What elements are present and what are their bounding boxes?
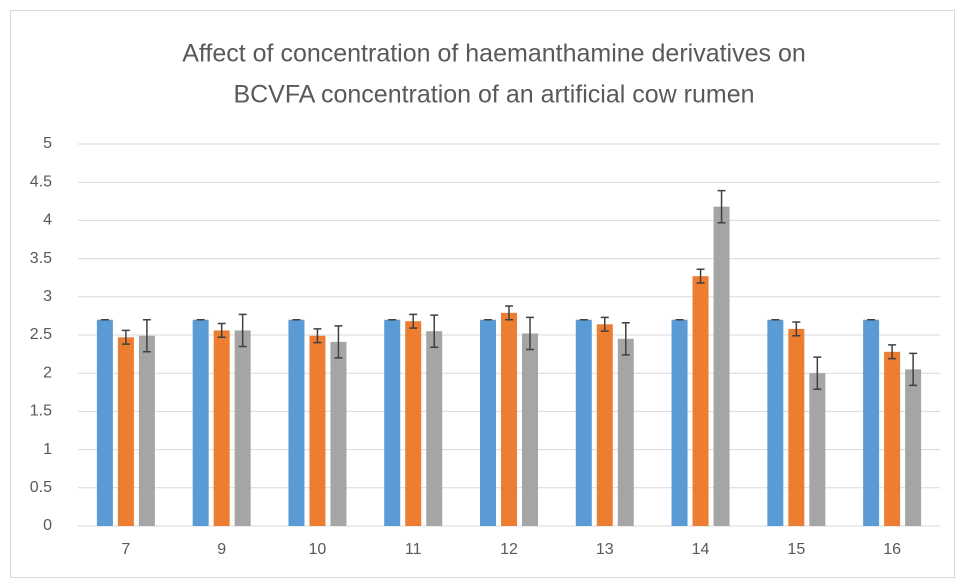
bar	[522, 333, 538, 526]
y-tick-label: 0	[43, 517, 52, 534]
y-tick-label: 2	[43, 364, 52, 381]
bar	[426, 331, 443, 526]
x-tick-label: 9	[217, 541, 226, 558]
bar	[692, 276, 709, 526]
bar	[809, 373, 826, 526]
bar	[863, 319, 880, 526]
bar	[384, 319, 401, 526]
bar	[905, 369, 922, 526]
error-bar	[526, 316, 534, 351]
error-bar	[334, 325, 343, 359]
bar	[234, 330, 251, 526]
bar	[713, 206, 730, 526]
y-tick-label: 4	[43, 212, 52, 229]
bar	[213, 330, 230, 526]
x-tick-label: 12	[500, 541, 518, 558]
bar	[309, 335, 326, 526]
bar	[96, 319, 113, 526]
error-bar	[621, 322, 630, 356]
x-tick-label: 13	[596, 541, 614, 558]
error-bar	[600, 316, 609, 332]
bar	[575, 319, 592, 526]
error-bar	[505, 305, 513, 321]
bar	[671, 319, 688, 526]
x-tick-label: 14	[692, 541, 710, 558]
y-tick-label: 0.5	[30, 479, 52, 496]
error-bar	[717, 189, 726, 224]
y-tick-label: 4.5	[30, 173, 52, 190]
error-bar	[313, 328, 322, 344]
bar	[138, 335, 155, 526]
bar	[480, 319, 496, 526]
bar	[767, 319, 784, 526]
x-tick-label: 15	[787, 541, 805, 558]
chart-title: Affect of concentration of haemanthamine…	[182, 40, 806, 68]
error-bar	[909, 352, 918, 387]
error-bar	[238, 313, 247, 348]
error-bar	[888, 344, 897, 360]
chart-title: BCVFA concentration of an artificial cow…	[233, 81, 754, 109]
x-tick-label: 7	[121, 541, 130, 558]
error-bar	[430, 314, 439, 348]
y-tick-label: 3.5	[30, 250, 52, 267]
error-bar	[696, 268, 705, 284]
x-tick-label: 11	[405, 541, 422, 558]
bar	[117, 337, 134, 526]
error-bar	[792, 321, 801, 337]
error-bar	[217, 322, 226, 339]
bar	[596, 324, 613, 526]
y-tick-label: 2.5	[30, 326, 52, 343]
bar	[330, 341, 347, 526]
bar	[405, 321, 422, 526]
y-tick-label: 3	[43, 288, 52, 305]
x-tick-label: 10	[309, 541, 327, 558]
bar	[884, 351, 901, 526]
bar	[288, 319, 305, 526]
error-bar	[813, 356, 822, 390]
bar	[501, 312, 517, 526]
y-tick-label: 1	[43, 441, 52, 458]
y-tick-label: 1.5	[30, 403, 52, 420]
error-bar	[142, 318, 151, 353]
error-bar	[121, 329, 130, 345]
bar	[192, 319, 209, 526]
y-tick-label: 5	[43, 135, 52, 152]
bar	[617, 338, 634, 526]
bar	[788, 328, 805, 526]
error-bar	[409, 313, 418, 329]
x-tick-label: 16	[883, 541, 901, 558]
